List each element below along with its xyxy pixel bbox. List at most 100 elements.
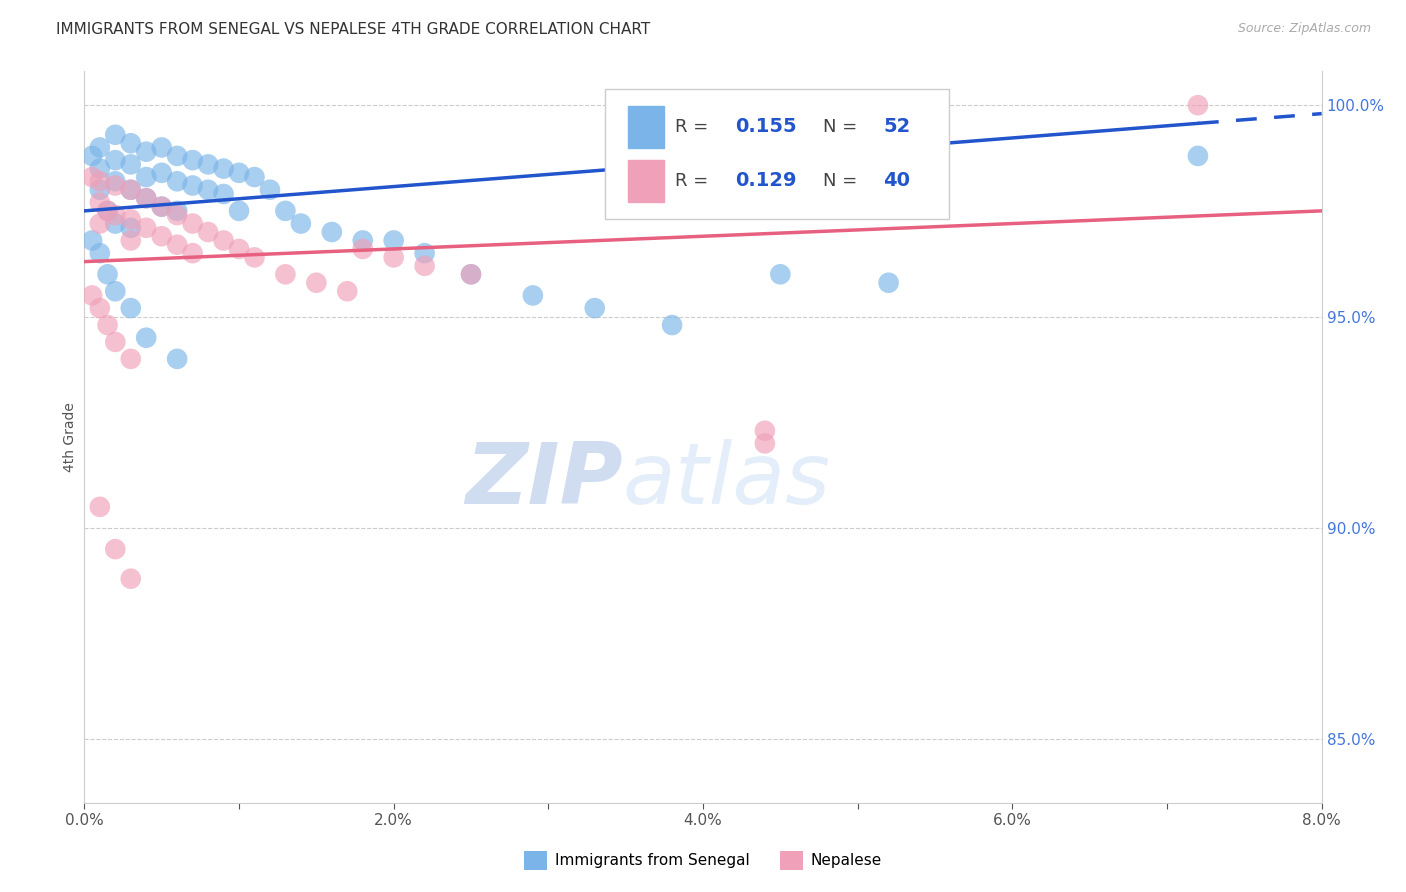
Legend: Immigrants from Senegal, Nepalese: Immigrants from Senegal, Nepalese (517, 845, 889, 876)
Point (382, 251, 405, 265)
Point (135, 169, 157, 184)
Point (150, 140, 173, 154)
Point (259, 183, 281, 197)
Point (754, 436, 776, 450)
Point (228, 203, 250, 218)
Point (120, 301, 142, 315)
Point (104, 334, 127, 349)
Point (228, 242, 250, 256)
Point (89, 217, 111, 231)
Point (197, 157, 219, 171)
Point (382, 234, 405, 248)
Point (413, 246, 436, 260)
Text: atlas: atlas (623, 440, 831, 523)
Y-axis label: 4th Grade: 4th Grade (63, 402, 77, 472)
Bar (628, 160, 664, 202)
Point (181, 178, 204, 193)
Point (89, 195, 111, 210)
Point (274, 203, 297, 218)
Point (89, 161, 111, 176)
Point (135, 331, 157, 345)
Point (135, 191, 157, 205)
Point (321, 225, 343, 239)
Point (1187, 149, 1209, 163)
Point (1187, 98, 1209, 112)
Point (181, 153, 204, 168)
Point (754, 424, 776, 438)
Point (305, 276, 328, 290)
Point (104, 284, 127, 298)
Point (769, 268, 792, 282)
Point (89, 301, 111, 315)
Text: N =: N = (823, 172, 862, 190)
Point (135, 191, 157, 205)
Point (82, 288, 104, 302)
Point (82, 234, 104, 248)
Point (89, 500, 111, 514)
Point (166, 149, 188, 163)
Point (96, 203, 118, 218)
Text: Source: ZipAtlas.com: Source: ZipAtlas.com (1237, 22, 1371, 36)
Bar (628, 105, 664, 148)
Point (166, 351, 188, 366)
Point (228, 166, 250, 180)
Point (89, 174, 111, 188)
Point (96, 268, 118, 282)
Point (212, 161, 235, 176)
Point (166, 237, 188, 252)
Text: R =: R = (675, 118, 714, 136)
Point (135, 220, 157, 235)
Text: N =: N = (823, 118, 862, 136)
Point (352, 234, 374, 248)
Point (583, 301, 606, 315)
Point (181, 246, 204, 260)
Point (166, 174, 188, 188)
FancyBboxPatch shape (605, 89, 949, 219)
Point (150, 200, 173, 214)
Text: 0.155: 0.155 (735, 117, 797, 136)
Point (120, 572, 142, 586)
Point (120, 234, 142, 248)
Point (96, 318, 118, 332)
Point (120, 220, 142, 235)
Point (460, 268, 482, 282)
Point (197, 183, 219, 197)
Point (460, 268, 482, 282)
Point (352, 242, 374, 256)
Point (877, 276, 900, 290)
Point (274, 268, 297, 282)
Text: IMMIGRANTS FROM SENEGAL VS NEPALESE 4TH GRADE CORRELATION CHART: IMMIGRANTS FROM SENEGAL VS NEPALESE 4TH … (56, 22, 651, 37)
Point (104, 128, 127, 142)
Point (413, 259, 436, 273)
Point (135, 145, 157, 159)
Point (104, 178, 127, 193)
Point (243, 169, 266, 184)
Point (120, 183, 142, 197)
Text: 52: 52 (883, 117, 910, 136)
Point (181, 217, 204, 231)
Point (120, 157, 142, 171)
Point (150, 200, 173, 214)
Point (150, 166, 173, 180)
Point (104, 217, 127, 231)
Point (212, 186, 235, 201)
Point (120, 212, 142, 227)
Point (82, 149, 104, 163)
Point (89, 140, 111, 154)
Point (82, 169, 104, 184)
Point (290, 217, 312, 231)
Text: R =: R = (675, 172, 714, 190)
Point (661, 318, 683, 332)
Point (89, 183, 111, 197)
Point (120, 136, 142, 151)
Point (120, 351, 142, 366)
Point (212, 234, 235, 248)
Point (166, 203, 188, 218)
Point (89, 246, 111, 260)
Text: 0.129: 0.129 (735, 171, 797, 191)
Point (104, 542, 127, 557)
Point (120, 183, 142, 197)
Point (166, 208, 188, 222)
Point (336, 284, 359, 298)
Point (522, 288, 544, 302)
